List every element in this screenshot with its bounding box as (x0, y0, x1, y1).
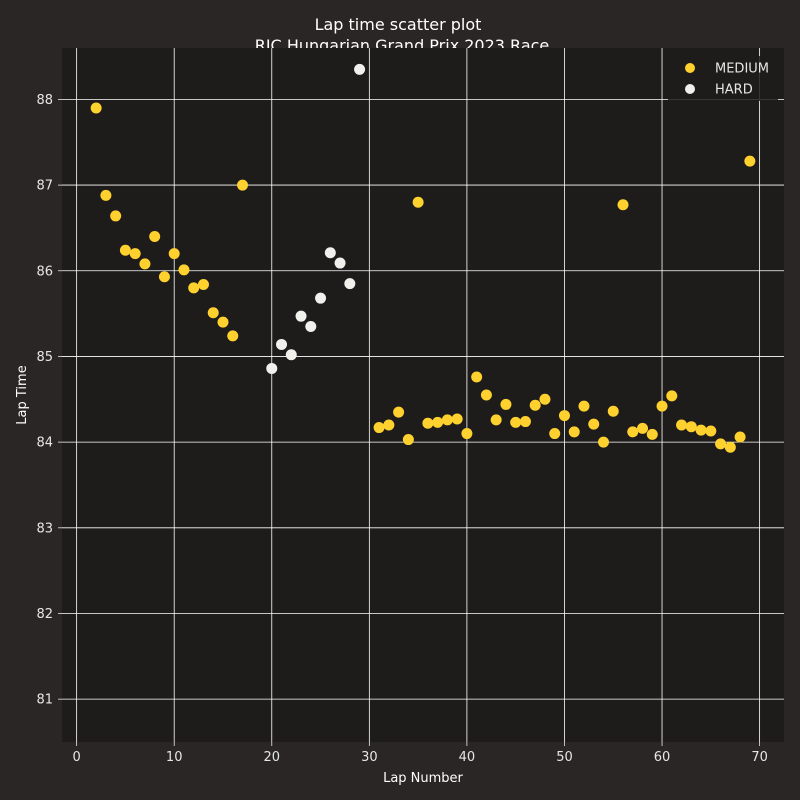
data-point-medium (197, 278, 209, 290)
chart-title: Lap time scatter plot (315, 15, 482, 34)
data-point-medium (510, 416, 522, 428)
x-axis-label: Lap Number (383, 771, 463, 786)
data-point-medium (383, 419, 395, 431)
data-point-medium (568, 426, 580, 438)
data-point-hard (334, 257, 346, 269)
data-point-medium (656, 400, 668, 412)
data-point-medium (676, 419, 688, 431)
data-point-medium (207, 307, 219, 319)
series-medium (90, 102, 756, 453)
legend: MEDIUM HARD (668, 56, 778, 101)
data-point-medium (188, 282, 200, 294)
axis-ticks: 0 10 20 30 40 50 60 70 81 82 83 84 85 86 87 88 (36, 93, 767, 765)
x-tick-label: 40 (459, 750, 476, 765)
y-tick-label: 87 (36, 179, 53, 194)
data-points (90, 63, 756, 453)
y-tick-label: 83 (36, 521, 53, 536)
data-point-medium (695, 424, 707, 436)
y-tick-label: 86 (36, 264, 53, 279)
data-point-medium (373, 422, 385, 434)
data-point-hard (276, 338, 288, 350)
x-tick-label: 30 (361, 750, 378, 765)
data-point-medium (227, 330, 239, 342)
x-tick-label: 60 (654, 750, 671, 765)
data-point-hard (295, 310, 307, 322)
data-point-medium (500, 398, 512, 410)
data-point-medium (519, 416, 531, 428)
data-point-medium (412, 196, 424, 208)
data-point-medium (549, 428, 561, 440)
y-axis-label: Lap Time (15, 365, 30, 424)
data-point-medium (432, 416, 444, 428)
data-point-medium (598, 436, 609, 448)
data-point-medium (490, 414, 502, 426)
y-tick-label: 85 (36, 350, 53, 365)
y-tick-label: 82 (36, 607, 53, 622)
data-point-hard (315, 292, 327, 304)
data-point-medium (588, 418, 600, 430)
data-point-medium (617, 199, 629, 211)
data-point-medium (578, 400, 590, 412)
data-point-medium (158, 271, 170, 283)
data-point-medium (168, 248, 180, 260)
y-tick-label: 88 (36, 93, 53, 108)
data-point-medium (119, 244, 131, 256)
data-point-medium (149, 230, 161, 242)
data-point-medium (637, 422, 649, 434)
data-point-medium (178, 264, 190, 276)
data-point-medium (90, 102, 102, 114)
data-point-medium (558, 410, 570, 422)
data-point-medium (627, 426, 639, 438)
data-point-hard (324, 247, 336, 259)
y-tick-label: 81 (36, 693, 53, 708)
data-point-medium (393, 406, 405, 418)
data-point-medium (422, 417, 434, 429)
data-point-medium (110, 210, 122, 222)
legend-marker-medium (685, 63, 695, 73)
data-point-medium (539, 393, 551, 405)
data-point-medium (402, 434, 414, 446)
data-point-medium (451, 413, 463, 425)
data-point-medium (715, 438, 727, 450)
data-point-medium (480, 389, 492, 401)
x-tick-label: 10 (166, 750, 183, 765)
data-point-medium (724, 441, 736, 453)
data-point-hard (305, 320, 317, 332)
legend-label-hard: HARD (715, 83, 753, 98)
data-point-medium (129, 248, 141, 260)
x-tick-label: 0 (72, 750, 80, 765)
data-point-medium (441, 414, 453, 426)
series-hard (266, 63, 366, 374)
x-tick-label: 20 (263, 750, 280, 765)
x-tick-label: 70 (751, 750, 768, 765)
data-point-medium (217, 316, 229, 328)
legend-label-medium: MEDIUM (715, 62, 769, 77)
data-point-medium (666, 390, 678, 402)
plot-area (62, 48, 784, 742)
x-tick-label: 50 (556, 750, 573, 765)
legend-marker-hard (685, 84, 695, 94)
data-point-medium (139, 258, 151, 270)
y-tick-label: 84 (36, 436, 53, 451)
data-point-hard (344, 278, 356, 290)
grid (62, 48, 784, 742)
data-point-medium (471, 371, 483, 383)
data-point-medium (685, 421, 697, 433)
data-point-hard (285, 349, 297, 361)
legend-box (668, 56, 778, 101)
data-point-medium (237, 179, 248, 191)
data-point-medium (744, 155, 756, 167)
data-point-medium (461, 428, 473, 440)
data-point-medium (529, 399, 541, 411)
data-point-medium (100, 189, 112, 201)
data-point-hard (266, 362, 278, 374)
data-point-medium (607, 405, 619, 417)
data-point-hard (354, 63, 366, 75)
data-point-medium (734, 431, 746, 443)
data-point-medium (705, 425, 717, 437)
data-point-medium (646, 428, 658, 440)
